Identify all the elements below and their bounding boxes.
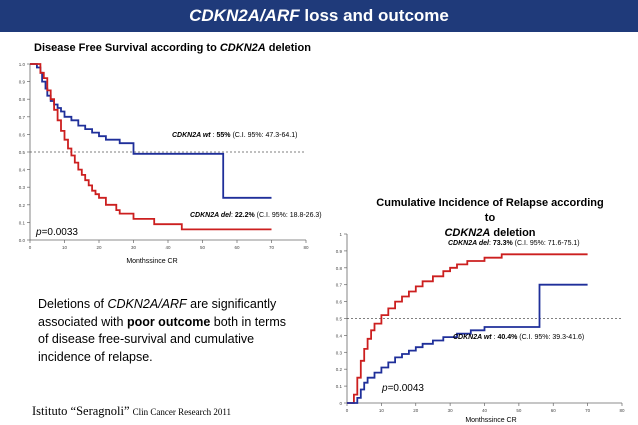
x-tick-label: 70 [269, 245, 275, 250]
y-tick-label: 0.5 [336, 317, 343, 322]
y-tick-label: 0.0 [19, 238, 26, 243]
y-tick-label: 0.3 [19, 185, 26, 190]
summary-text: Deletions of CDKN2A/ARF are significantl… [38, 296, 288, 366]
y-tick-label: 0.2 [19, 203, 26, 208]
x-tick-label: 60 [234, 245, 240, 250]
x-tick-label: 60 [551, 408, 557, 413]
y-tick-label: 0.6 [19, 132, 26, 137]
x-axis-label: Monthssince CR [465, 417, 516, 424]
y-tick-label: 0.9 [19, 80, 26, 85]
y-tick-label: 0.1 [19, 220, 26, 225]
y-tick-label: 0 [339, 401, 342, 406]
dfs-chart-title: Disease Free Survival according to CDKN2… [34, 42, 311, 54]
y-tick-label: 0.9 [336, 249, 343, 254]
footer-citation: Istituto “Seragnoli” Clin Cancer Researc… [32, 404, 231, 419]
y-tick-label: 0.1 [336, 384, 343, 389]
slide-title: CDKN2A/ARF loss and outcome [0, 0, 638, 32]
dfs-chart: 0.0 0.1 0.2 0.3 0.4 0.5 0.6 0.7 0.8 0.9 1.0 0 10 20 30… [0, 56, 340, 271]
series-line-cdkn2a-del [347, 254, 588, 403]
y-tick-label: 1 [339, 232, 342, 237]
y-tick-label: 0.7 [19, 115, 26, 120]
slide-title-rest: loss and outcome [300, 6, 449, 25]
x-tick-label: 30 [131, 245, 137, 250]
x-axis-label: Monthssince CR [126, 258, 177, 265]
y-tick-label: 0.8 [336, 266, 343, 271]
x-tick-label: 50 [516, 408, 522, 413]
x-tick-label: 0 [346, 408, 349, 413]
y-tick-label: 0.8 [19, 97, 26, 102]
series-line-cdkn2a-del [30, 64, 272, 229]
cir-chart: 00.10.20.30.40.50.60.70.80.910 10 20 30 40 50… [318, 222, 636, 425]
series-line-cdkn2a-wt [30, 64, 272, 198]
series-label-cdkn2a-wt: CDKN2A wt : 40.4% (C.I. 95%: 39.3-41.6) [453, 334, 584, 341]
p-value: p=0.0033 [35, 227, 78, 238]
y-tick-label: 0.6 [336, 300, 343, 305]
x-tick-label: 80 [619, 408, 625, 413]
x-tick-label: 10 [379, 408, 385, 413]
x-tick-label: 50 [200, 245, 206, 250]
y-tick-label: 0.2 [336, 367, 343, 372]
footer-journal: Clin Cancer Research 2011 [133, 407, 231, 417]
y-tick-label: 0.5 [19, 150, 26, 155]
p-value: p=0.0043 [381, 383, 424, 394]
x-tick-label: 10 [62, 245, 68, 250]
x-tick-label: 0 [29, 245, 32, 250]
x-tick-label: 40 [482, 408, 488, 413]
x-tick-label: 20 [96, 245, 102, 250]
x-tick-label: 20 [413, 408, 419, 413]
series-label-cdkn2a-wt: CDKN2A wt : 55% (C.I. 95%: 47.3-64.1) [172, 132, 297, 139]
y-tick-label: 0.4 [19, 168, 26, 173]
footer-institute: Istituto “Seragnoli” [32, 404, 130, 418]
x-tick-label: 70 [585, 408, 591, 413]
y-tick-label: 0.3 [336, 350, 343, 355]
y-tick-label: 0.7 [336, 283, 343, 288]
x-tick-label: 40 [165, 245, 171, 250]
x-tick-label: 30 [448, 408, 454, 413]
y-tick-label: 0.4 [336, 333, 343, 338]
series-label-cdkn2a-del: CDKN2A del: 73.3% (C.I. 95%: 71.6-75.1) [448, 240, 580, 247]
x-tick-label: 80 [303, 245, 309, 250]
series-label-cdkn2a-del: CDKN2A del: 22.2% (C.I. 95%: 18.8-26.3) [190, 212, 322, 219]
y-tick-label: 1.0 [19, 62, 26, 67]
slide-title-gene: CDKN2A/ARF [189, 6, 300, 25]
